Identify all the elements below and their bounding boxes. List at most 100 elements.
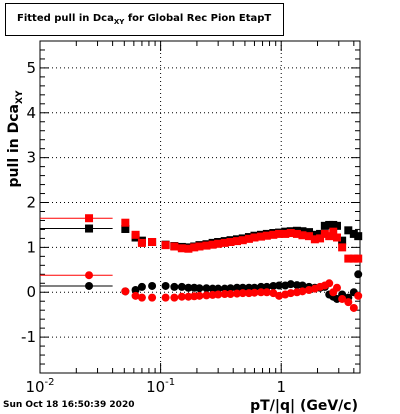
y-tick-label: -1 — [21, 328, 36, 346]
circle-marker — [233, 289, 242, 298]
circle-marker — [275, 281, 284, 290]
x-tick-label: 10-1 — [146, 377, 175, 396]
circle-marker — [349, 303, 358, 312]
circle-marker — [214, 284, 223, 293]
square-marker — [325, 232, 334, 241]
square-marker — [257, 232, 266, 241]
circle-marker — [325, 279, 334, 288]
plot-title-box: Fitted pull in DcaXY for Global Rec Pion… — [5, 3, 284, 36]
square-marker — [161, 241, 170, 250]
y-axis-title: pull in DcaXY — [6, 90, 25, 187]
circle-marker — [220, 290, 229, 299]
axis-ticks — [39, 40, 360, 374]
square-marker — [233, 237, 242, 246]
y-tick-label: 4 — [26, 104, 36, 122]
square-marker — [262, 231, 271, 240]
circle-marker — [137, 282, 146, 291]
square-marker — [344, 254, 353, 263]
circle-marker — [184, 283, 193, 292]
circle-marker — [332, 283, 341, 292]
square-marker — [214, 239, 223, 248]
square-marker — [250, 233, 259, 242]
circle-marker — [226, 284, 235, 293]
x-tick-label-exponent: -2 — [45, 377, 55, 388]
circle-marker — [202, 284, 211, 293]
square-marker — [320, 229, 329, 238]
circle-marker — [137, 293, 146, 302]
square-marker — [354, 254, 363, 263]
circle-marker — [226, 290, 235, 299]
square-marker — [332, 233, 341, 242]
square-marker — [292, 229, 301, 238]
circle-marker — [195, 291, 204, 300]
circle-marker — [298, 281, 307, 290]
x-tick-label-exponent: -1 — [165, 377, 175, 388]
square-marker — [148, 237, 157, 246]
square-marker — [320, 221, 329, 230]
circle-marker — [214, 290, 223, 299]
square-marker — [220, 238, 229, 247]
title-main: Fitted pull in Dca — [17, 13, 114, 24]
circle-marker — [338, 294, 347, 303]
circle-marker — [202, 291, 211, 300]
square-marker — [305, 228, 314, 237]
title-rest: for Global Rec Pion EtapT — [124, 13, 272, 24]
square-marker — [190, 243, 199, 252]
circle-marker — [298, 287, 307, 296]
y-tick-label: 0 — [26, 283, 36, 301]
square-marker — [338, 243, 347, 252]
circle-marker — [354, 270, 363, 279]
circle-marker — [177, 292, 186, 301]
circle-marker — [177, 282, 186, 291]
circle-marker — [195, 284, 204, 293]
circle-marker — [85, 281, 94, 290]
square-marker — [121, 224, 130, 233]
circle-marker — [184, 292, 193, 301]
y-tick-label: 5 — [26, 59, 36, 77]
square-marker — [338, 236, 347, 245]
circle-marker — [131, 286, 140, 294]
square-marker — [329, 227, 338, 236]
y-tick-label: 3 — [26, 149, 36, 167]
square-marker — [85, 214, 94, 223]
square-marker — [226, 237, 235, 246]
square-marker — [137, 238, 146, 247]
square-marker — [269, 230, 278, 239]
square-marker — [316, 229, 325, 238]
square-marker — [275, 229, 284, 238]
square-marker — [208, 240, 217, 249]
data-markers — [40, 214, 363, 312]
square-marker — [177, 244, 186, 253]
circle-marker — [85, 271, 94, 280]
y-axis-title-main: pull in Dca — [6, 104, 22, 187]
square-marker — [325, 220, 334, 229]
circle-marker — [262, 288, 271, 297]
circle-marker — [208, 284, 217, 293]
square-marker — [316, 234, 325, 243]
square-marker — [85, 224, 94, 233]
circle-marker — [233, 283, 242, 292]
square-marker — [202, 241, 211, 250]
circle-marker — [161, 293, 170, 302]
square-marker — [310, 230, 319, 239]
square-marker — [305, 232, 314, 241]
circle-marker — [250, 288, 259, 297]
circle-marker — [161, 281, 170, 290]
plot-frame — [39, 40, 361, 374]
tick-labels: -1 0 1 2 3 4 5 10-2 10-1 1 — [21, 59, 286, 396]
square-marker — [344, 226, 353, 235]
square-marker — [121, 218, 130, 227]
circle-marker — [131, 291, 140, 300]
circle-marker — [170, 293, 179, 302]
square-marker — [170, 242, 179, 251]
circle-marker — [286, 280, 295, 289]
circle-marker — [354, 291, 363, 300]
title-subscript: XY — [113, 18, 125, 26]
timestamp: Sun Oct 18 16:50:39 2020 — [3, 400, 135, 410]
x-tick-label: 10-2 — [25, 377, 54, 396]
circle-marker — [148, 293, 157, 302]
square-marker — [349, 254, 358, 263]
x-tick-label: 1 — [276, 378, 286, 396]
circle-marker — [257, 288, 266, 297]
